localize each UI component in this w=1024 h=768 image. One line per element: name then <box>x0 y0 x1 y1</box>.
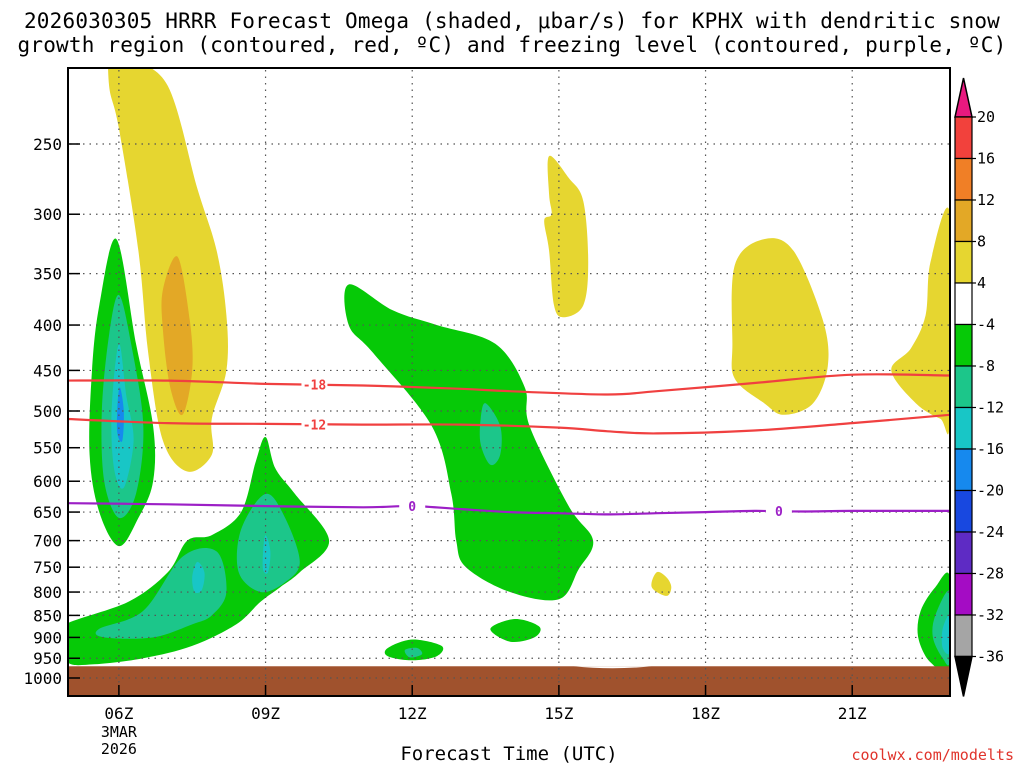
x-tick-label-09Z: 09Z <box>251 704 280 723</box>
omega-region-4 <box>891 207 950 435</box>
colorbar-label-8: 8 <box>977 233 986 251</box>
colorbar-swatch-10 <box>954 489 973 533</box>
y-tick-label-700: 700 <box>33 532 62 551</box>
colorbar-swatch-13 <box>954 614 973 658</box>
grid-lines <box>70 70 950 695</box>
contour-label-bg <box>301 376 328 392</box>
ground-notch <box>573 666 652 669</box>
colorbar-label--20: -20 <box>977 482 1004 500</box>
omega-region-13 <box>192 561 205 594</box>
colorbar-label-16: 16 <box>977 150 995 168</box>
y-tick-label-450: 450 <box>33 361 62 380</box>
y-tick-label-250: 250 <box>33 135 62 154</box>
omega-region-22 <box>941 614 950 655</box>
colorbar-swatch-4 <box>954 240 973 284</box>
y-tick-label-500: 500 <box>33 402 62 421</box>
omega-region-2 <box>544 155 589 318</box>
contour-label-0: 0 <box>408 500 416 515</box>
colorbar-label--8: -8 <box>977 357 995 375</box>
chart-title-line-1: 2026030305 HRRR Forecast Omega (shaded, … <box>23 9 1001 33</box>
temperature-contours: -18 -12 0 0 <box>68 373 950 520</box>
y-tick-label-1000: 1000 <box>23 669 62 688</box>
y-tick-label-550: 550 <box>33 439 62 458</box>
x-tick-label-18Z: 18Z <box>691 704 720 723</box>
contour-0 <box>68 502 950 516</box>
colorbar-label-20: 20 <box>977 108 995 126</box>
ground-level <box>68 666 950 696</box>
x-tick-label-06Z: 06Z <box>104 704 133 723</box>
omega-region-18 <box>404 647 423 658</box>
contour-label--18: -18 <box>303 379 327 394</box>
colorbar-swatch-1 <box>954 116 973 160</box>
colorbar-label-4: 4 <box>977 274 986 292</box>
colorbar-swatch-7 <box>954 365 973 409</box>
date-label-day: 3MAR <box>101 723 138 741</box>
omega-region-14 <box>262 535 271 574</box>
y-tick-label-750: 750 <box>33 558 62 577</box>
contour-label-bg <box>399 498 426 514</box>
y-tick-label-850: 850 <box>33 606 62 625</box>
colorbar-label--4: -4 <box>977 316 995 334</box>
colorbar-top-arrow <box>954 77 973 118</box>
ground-fill <box>68 666 950 696</box>
y-axis-ticks: 250 300 350 400 450 500 550 600 650 700 750 800 850 9… <box>23 135 80 688</box>
colorbar-swatch-8 <box>954 406 973 450</box>
colorbar-label--28: -28 <box>977 565 1004 583</box>
y-tick-label-300: 300 <box>33 205 62 224</box>
y-tick-label-600: 600 <box>33 472 62 491</box>
x-tick-label-15Z: 15Z <box>544 704 573 723</box>
colorbar-label--36: -36 <box>977 648 1004 666</box>
x-tick-label-21Z: 21Z <box>838 704 867 723</box>
colorbar-label--12: -12 <box>977 399 1004 417</box>
omega-region-19 <box>490 618 541 643</box>
y-tick-label-650: 650 <box>33 503 62 522</box>
plot-frame <box>67 67 951 697</box>
chart-title-line-2: growth region (contoured, red, ºC) and f… <box>17 33 1007 57</box>
colorbar-label--16: -16 <box>977 440 1004 458</box>
omega-region-16 <box>479 403 502 466</box>
colorbar-label-12: 12 <box>977 191 995 209</box>
colorbar-label--24: -24 <box>977 523 1004 541</box>
colorbar-bottom-arrow <box>954 655 973 697</box>
y-tick-label-400: 400 <box>33 316 62 335</box>
contour--18 <box>68 373 950 396</box>
colorbar: 20 16 12 8 4 -4 -8 -12 -16 -20 -24 -28 -32 -36 <box>954 77 1004 697</box>
y-tick-label-350: 350 <box>33 265 62 284</box>
omega-region-1 <box>161 256 193 416</box>
colorbar-swatch-3 <box>954 199 973 243</box>
contour-label-bg <box>301 416 328 432</box>
colorbar-swatch-12 <box>954 572 973 616</box>
contour--12 <box>68 413 950 435</box>
contour-label-0: 0 <box>775 505 783 520</box>
colorbar-swatch-11 <box>954 531 973 575</box>
date-label-year: 2026 <box>101 740 137 758</box>
y-tick-label-800: 800 <box>33 583 62 602</box>
x-axis-label: Forecast Time (UTC) <box>400 743 617 765</box>
omega-region-5 <box>651 571 672 596</box>
contour-label-bg <box>765 503 792 519</box>
contour-label--12: -12 <box>303 418 326 433</box>
omega-region-0 <box>108 68 228 472</box>
colorbar-swatch-2 <box>954 157 973 201</box>
colorbar-swatch-5 <box>954 282 973 326</box>
colorbar-swatch-6 <box>954 323 973 367</box>
x-tick-label-12Z: 12Z <box>398 704 427 723</box>
omega-region-3 <box>731 238 829 415</box>
colorbar-swatch-9 <box>954 448 973 492</box>
y-tick-label-900: 900 <box>33 628 62 647</box>
omega-region-15 <box>344 284 594 601</box>
omega-shading <box>68 68 950 673</box>
y-tick-label-950: 950 <box>33 649 62 668</box>
credit-text: coolwx.com/modelts <box>851 746 1014 764</box>
colorbar-label--32: -32 <box>977 606 1004 624</box>
